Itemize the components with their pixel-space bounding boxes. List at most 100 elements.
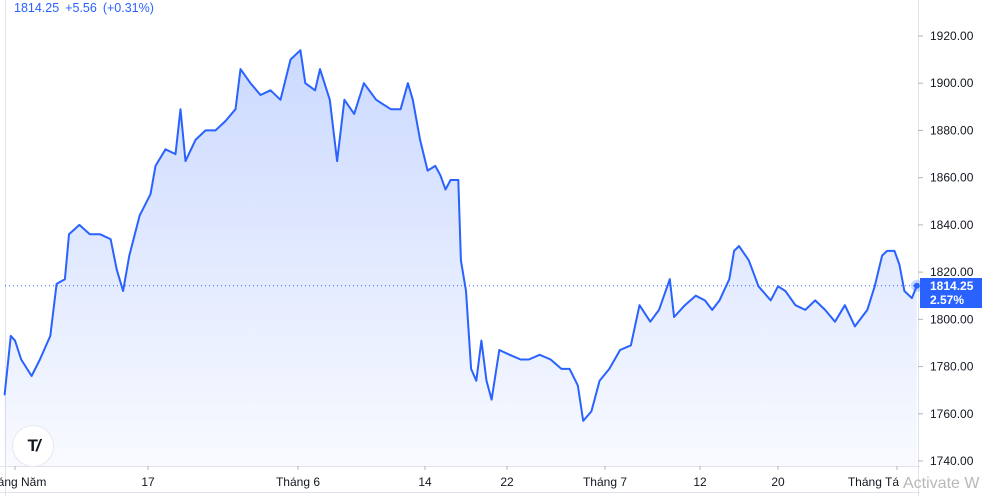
data-point [289, 59, 292, 61]
data-point [757, 285, 760, 287]
x-tick-label: Tháng Tá [848, 475, 899, 489]
y-axis: 1920.00 1900.00 1880.00 1860.00 1840.00 1820.… [918, 29, 974, 468]
data-point [630, 344, 632, 346]
header-change-pct: (+0.31%) [102, 1, 154, 15]
price-header: 1814.25 +5.56 (+0.31%) [14, 1, 160, 16]
data-point [485, 380, 488, 382]
data-point [10, 335, 12, 337]
data-point [99, 233, 101, 235]
data-point [560, 368, 563, 370]
data-point [439, 174, 441, 176]
data-point [239, 68, 242, 70]
data-point [569, 368, 571, 370]
data-point [673, 316, 675, 318]
data-point [577, 384, 579, 387]
data-point [336, 160, 338, 162]
data-point [20, 358, 22, 361]
data-points [4, 49, 918, 422]
data-point [898, 264, 901, 266]
data-point [794, 304, 796, 306]
data-point [390, 108, 392, 110]
data-point [14, 339, 16, 342]
y-tick-label: 1820.00 [930, 265, 974, 279]
data-point [881, 254, 883, 257]
data-point [184, 160, 187, 162]
data-point [49, 335, 51, 337]
data-point [179, 108, 182, 110]
data-point [886, 250, 888, 252]
data-point [834, 321, 836, 323]
last-point-marker[interactable] [913, 282, 920, 289]
data-point [539, 354, 541, 356]
data-point [314, 89, 316, 91]
data-point [304, 82, 306, 84]
data-point [259, 94, 262, 96]
data-point [854, 325, 856, 328]
data-point [911, 297, 913, 299]
header-price: 1814.25 [14, 1, 60, 15]
tradingview-logo-icon: T/ [27, 436, 40, 455]
data-point [419, 139, 421, 141]
data-point [874, 285, 876, 287]
data-point [460, 259, 462, 261]
last-price-pct: 2.57% [930, 293, 965, 307]
y-tick-label: 1800.00 [930, 312, 974, 326]
data-point [814, 299, 816, 302]
data-point [412, 99, 414, 101]
data-point [491, 399, 493, 401]
x-tick-label: Tháng Năm [0, 475, 46, 489]
data-point [128, 254, 130, 257]
y-tick-label: 1860.00 [930, 171, 974, 185]
data-point [375, 99, 377, 101]
data-point [122, 290, 124, 292]
data-point [116, 269, 118, 271]
data-point [549, 358, 552, 361]
header-change: +5.56 [65, 1, 97, 15]
y-tick-label: 1920.00 [930, 29, 974, 43]
data-point [407, 82, 409, 84]
data-point [903, 290, 906, 292]
x-tick-label: 12 [693, 475, 707, 489]
data-point [738, 245, 740, 247]
tradingview-logo[interactable]: T/ [13, 426, 53, 466]
data-point [695, 295, 697, 297]
data-point [470, 368, 472, 370]
data-point [353, 113, 355, 115]
activate-windows-watermark: Activate W [903, 475, 980, 492]
data-point [777, 285, 779, 287]
data-point [509, 354, 511, 356]
data-point [866, 309, 868, 311]
last-price-value: 1814.25 [930, 279, 974, 293]
price-line[interactable] [3, 49, 918, 422]
data-point [804, 309, 806, 311]
data-point [450, 179, 452, 181]
data-point [269, 89, 272, 91]
y-tick-label: 1740.00 [930, 454, 974, 468]
x-axis: Tháng Năm 17 Tháng 6 14 22 Tháng 7 12 20 Tháng T… [0, 466, 899, 489]
x-tick-label: Tháng 6 [276, 475, 320, 489]
data-point [658, 309, 660, 311]
data-point [498, 349, 500, 351]
data-point [684, 304, 686, 306]
data-point [249, 82, 252, 84]
data-point [844, 304, 846, 306]
data-point [89, 233, 91, 235]
data-point [78, 224, 81, 226]
data-point [608, 368, 610, 370]
data-point [669, 278, 671, 280]
data-point [590, 410, 592, 413]
data-point [139, 214, 141, 217]
data-point [39, 358, 41, 361]
data-point [718, 299, 721, 302]
data-point [329, 99, 331, 101]
data-point [174, 153, 177, 155]
data-point [109, 238, 112, 240]
data-point [733, 250, 735, 252]
data-point [480, 339, 482, 342]
data-point [279, 99, 282, 101]
data-point [704, 299, 706, 302]
y-tick-label: 1780.00 [930, 360, 974, 374]
data-point [598, 380, 601, 382]
data-point [748, 259, 750, 261]
